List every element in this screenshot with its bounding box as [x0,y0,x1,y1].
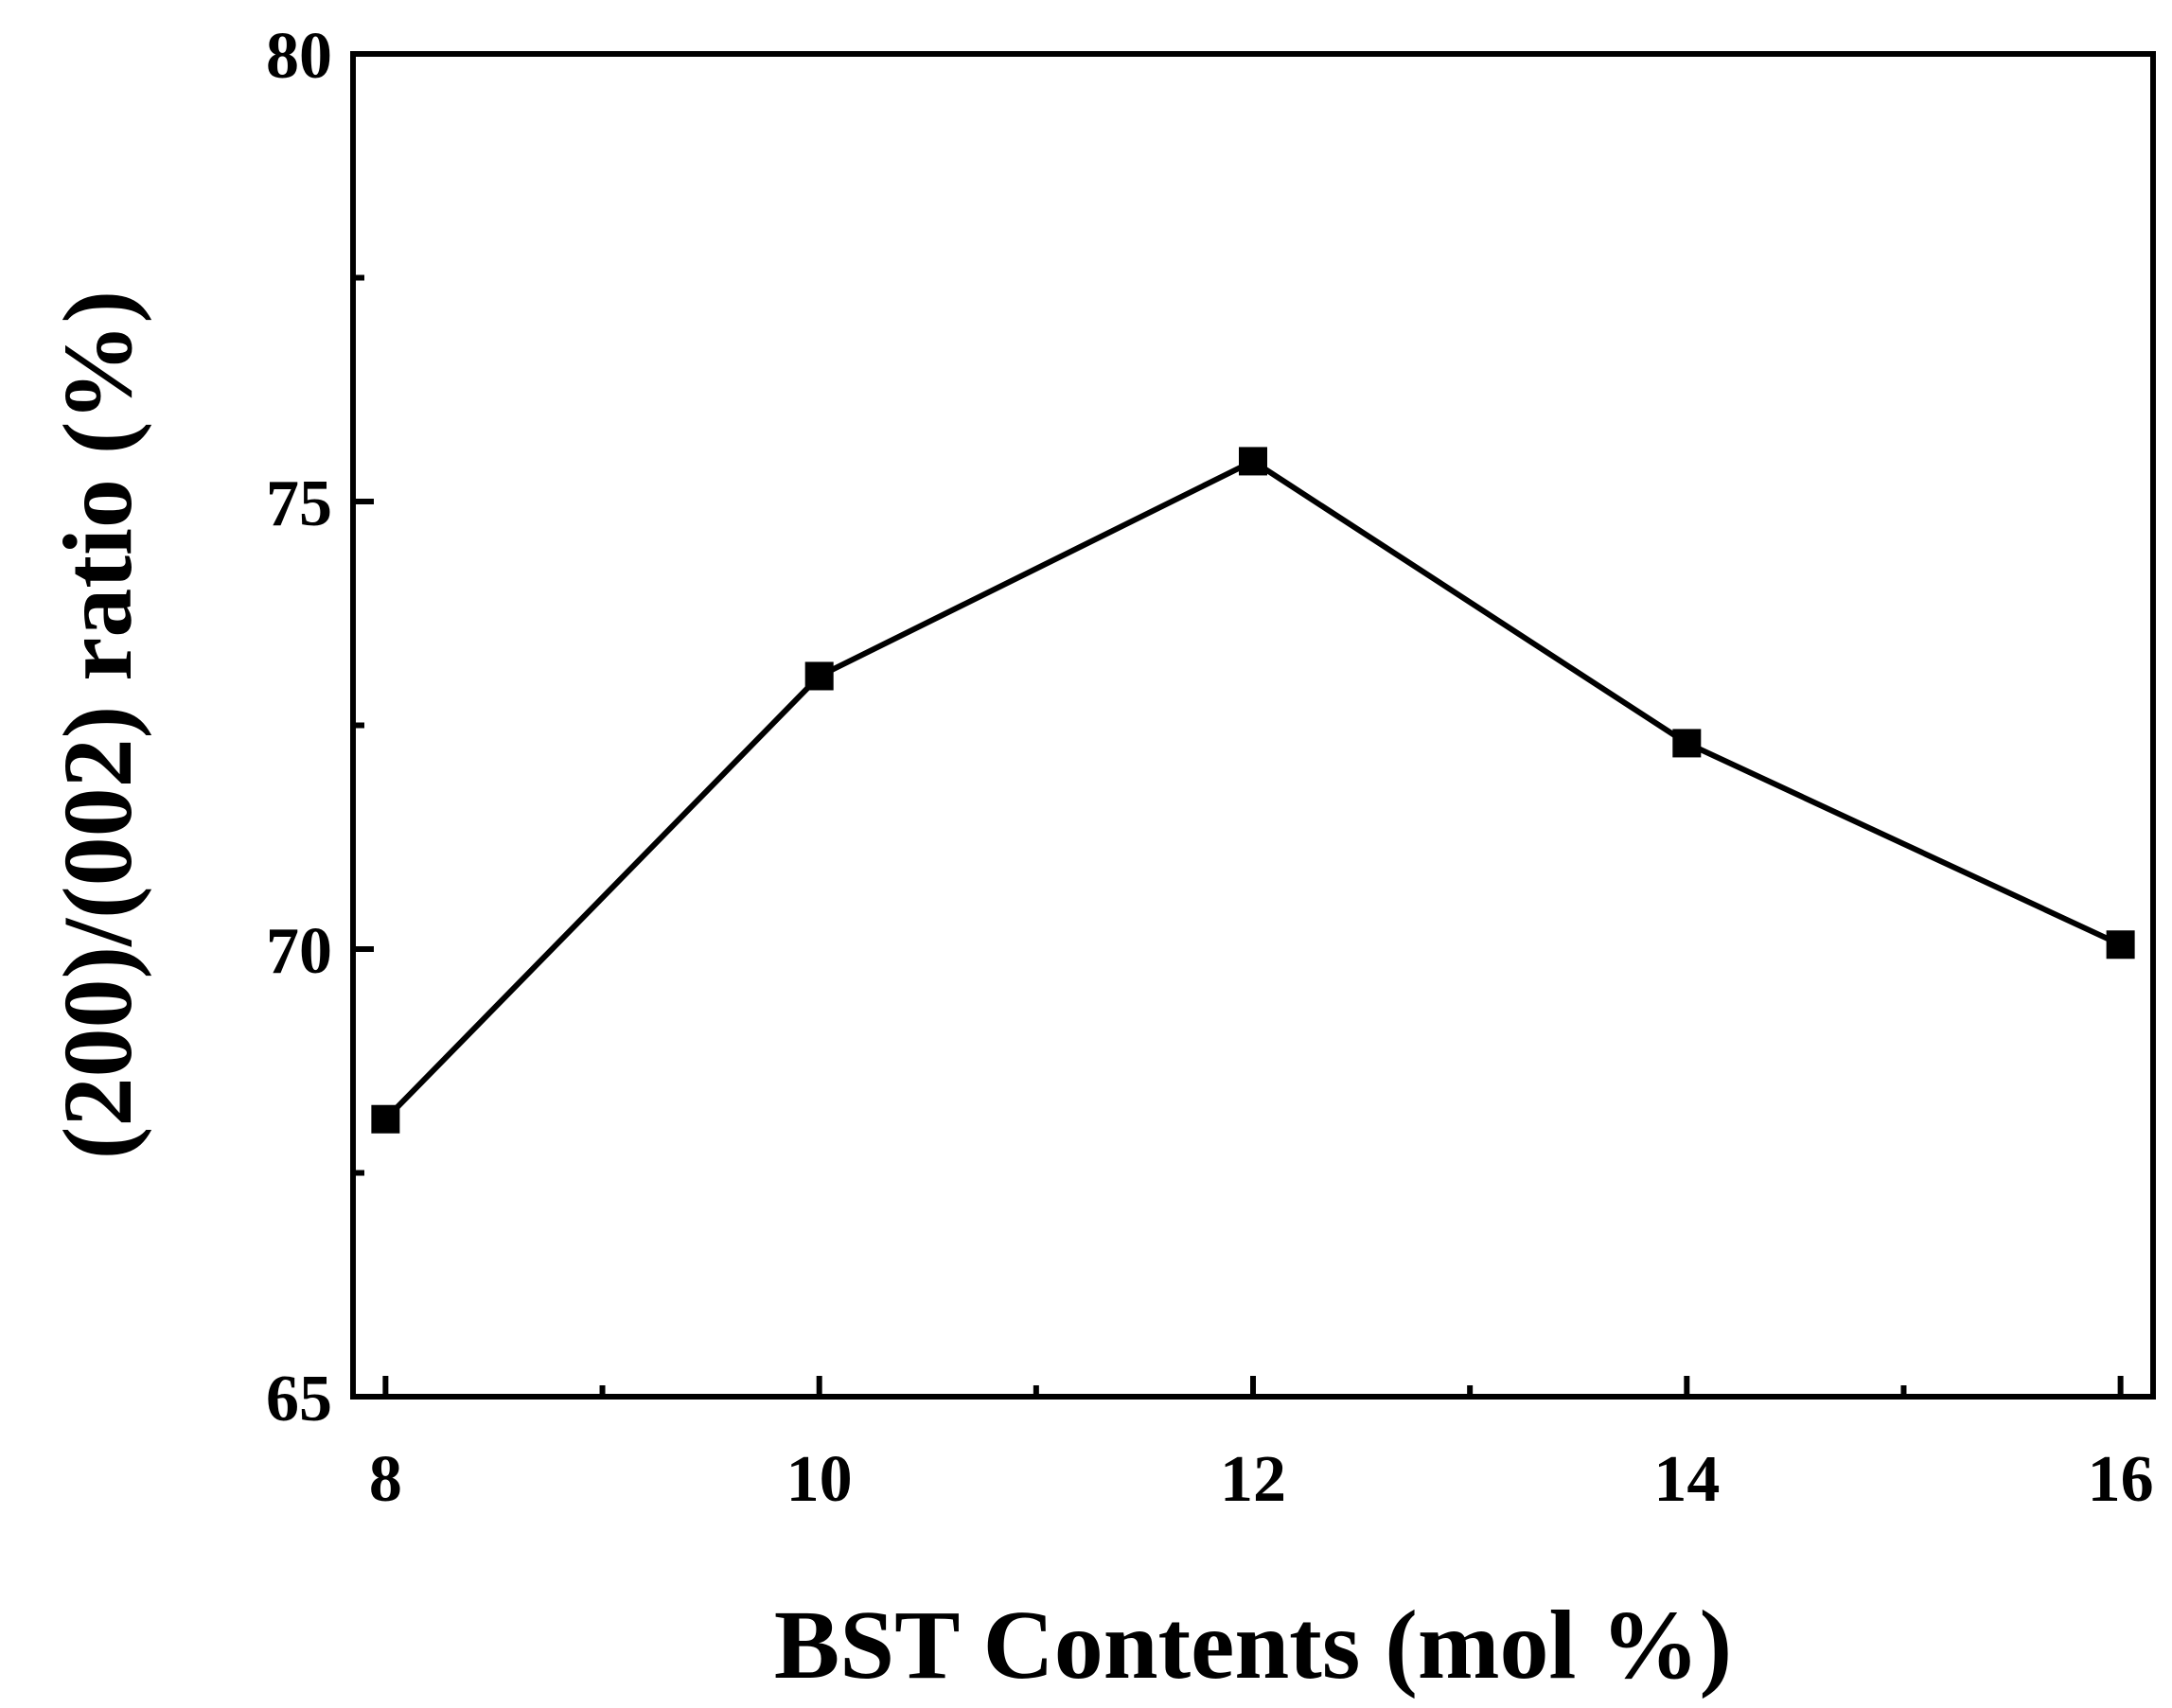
data-point-marker [2106,930,2135,960]
x-tick-label: 12 [1220,1443,1286,1516]
data-point-marker [371,1104,400,1134]
y-tick-label: 80 [266,20,332,93]
series-line [383,457,2122,1121]
data-point-marker [1672,729,1702,758]
x-tick-label: 8 [369,1443,402,1516]
y-tick-label: 65 [266,1363,332,1435]
plot-frame [350,51,2156,1400]
series-layer [371,447,2135,1134]
data-point-marker [804,661,834,691]
x-tick-label: 10 [786,1443,853,1516]
x-tick-label: 16 [2088,1443,2154,1516]
y-tick-label: 75 [266,467,332,540]
y-tick-label: 70 [266,915,332,988]
axis-ticks [353,51,2124,1400]
x-axis-title: BST Contents (mol %) [774,1591,1732,1699]
y-axis-title: (200)/(002) ratio (%) [44,291,152,1159]
data-point-marker [1239,447,1267,476]
x-tick-label: 14 [1653,1443,1720,1516]
axis-tick-labels: 8 10 12 14 16 65 70 75 80 [266,20,2154,1516]
